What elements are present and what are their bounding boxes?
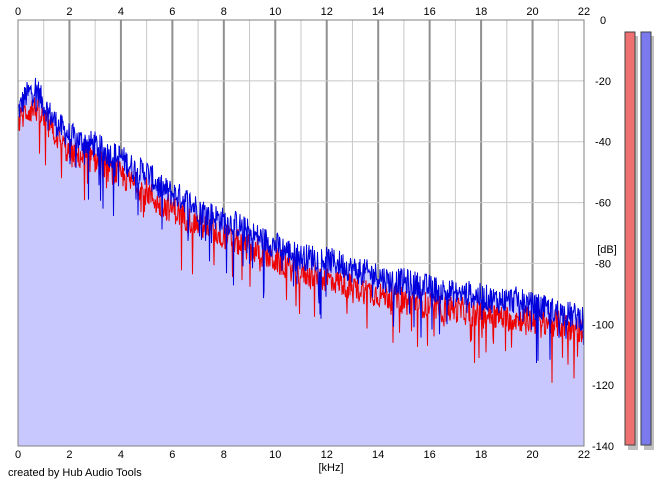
tick-label-y: -140	[592, 441, 614, 453]
tick-label-y: -40	[595, 137, 611, 149]
tick-label-x-top: 8	[221, 6, 227, 18]
tick-label-x-bottom: 22	[578, 449, 590, 461]
tick-label-x-top: 18	[475, 6, 487, 18]
credit-text: created by Hub Audio Tools	[8, 467, 142, 479]
tick-label-x-bottom: 20	[526, 449, 538, 461]
tick-label-x-top: 10	[269, 6, 281, 18]
tick-label-y: -20	[595, 76, 611, 88]
tick-label-y: 0	[600, 15, 606, 27]
tick-label-x-top: 4	[118, 6, 124, 18]
y-axis-label: [dB]	[597, 244, 617, 256]
tick-label-x-bottom: 14	[372, 449, 384, 461]
tick-label-x-bottom: 18	[475, 449, 487, 461]
tick-label-x-top: 6	[169, 6, 175, 18]
tick-label-x-bottom: 6	[169, 449, 175, 461]
tick-label-y: -60	[595, 198, 611, 210]
tick-label-x-bottom: 2	[66, 449, 72, 461]
tick-labels: 002244668810101212141416161818202022220-…	[15, 6, 614, 461]
tick-label-x-bottom: 16	[424, 449, 436, 461]
tick-label-x-top: 22	[578, 6, 590, 18]
tick-label-x-bottom: 8	[221, 449, 227, 461]
tick-label-x-bottom: 0	[15, 449, 21, 461]
tick-label-x-top: 12	[321, 6, 333, 18]
tick-label-x-top: 20	[526, 6, 538, 18]
tick-label-y: -100	[592, 319, 614, 331]
level-meters	[624, 31, 654, 450]
tick-label-x-bottom: 12	[321, 449, 333, 461]
tick-label-y: -120	[592, 380, 614, 392]
tick-label-x-top: 0	[15, 6, 21, 18]
tick-label-x-top: 2	[66, 6, 72, 18]
tick-label-x-bottom: 4	[118, 449, 124, 461]
tick-label-x-top: 14	[372, 6, 384, 18]
series-line-red	[18, 96, 585, 383]
level-meter-bar	[640, 31, 652, 446]
x-axis-label: [kHz]	[318, 462, 343, 474]
level-meter-bar	[624, 31, 636, 446]
tick-label-x-top: 16	[424, 6, 436, 18]
tick-label-x-bottom: 10	[269, 449, 281, 461]
plot-border	[17, 19, 585, 447]
tick-label-y: -80	[595, 258, 611, 270]
series-line-blue	[17, 77, 585, 364]
